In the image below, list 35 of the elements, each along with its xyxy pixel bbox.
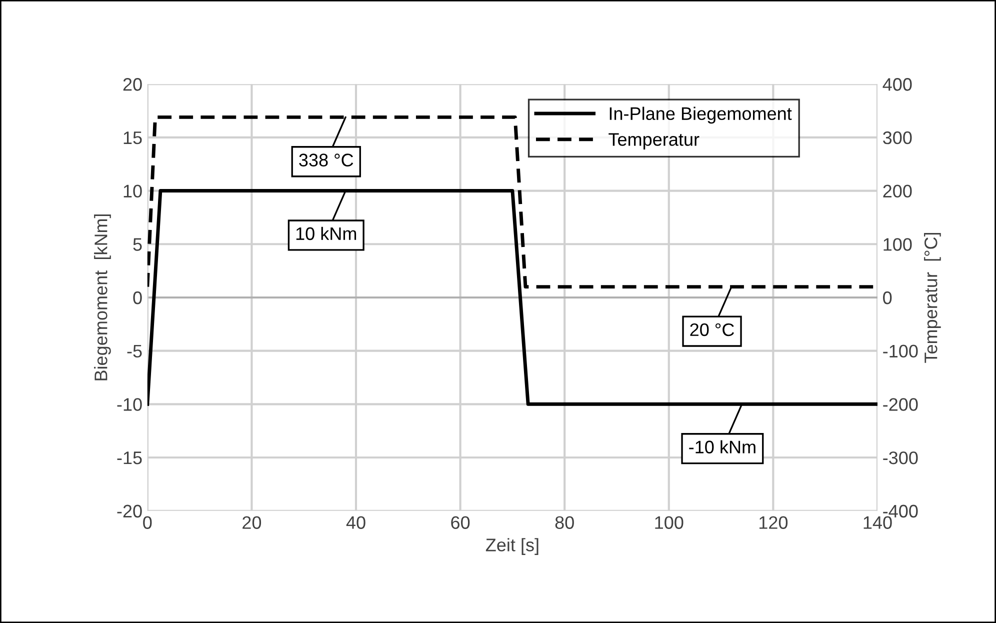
annotation: 338 °C [299,154,354,166]
x-tick-label: 0 [143,516,152,529]
annotation: 20 °C [690,323,734,336]
x-tick-label: 140 [864,516,892,529]
x-axis-title: Zeit [s] [486,538,538,555]
y2-tick-label: -400 [883,504,918,518]
y2-tick-label: 100 [884,238,912,251]
y-tick-label: 5 [133,238,142,251]
y-tick-label: -20 [117,504,142,518]
y2-tick-label: -100 [883,344,918,358]
y2-tick-label: 400 [882,78,912,91]
x-tick-label: 100 [655,516,684,529]
y2-axis-title: Temperatur [°C] [924,232,941,363]
y2-tick-label: 300 [883,131,912,144]
y2-tick-label: 200 [883,184,912,198]
x-tick-label: 20 [242,516,262,529]
legend-label: Temperatur [608,133,700,150]
y-tick-label: 15 [124,132,142,144]
x-tick-label: 120 [759,516,788,529]
annotation: 10 kNm [296,226,356,240]
annotation: -10 kNm [689,440,756,454]
y-tick-label: -15 [117,452,142,464]
x-tick-label: 80 [555,516,574,529]
x-tick-label: 60 [451,516,470,529]
legend-label: In-Plane Biegemoment [610,106,792,124]
y-axis-title: Biegemoment [kNm] [94,214,111,380]
y2-tick-label: -200 [883,398,918,411]
x-tick-label: 40 [346,516,366,529]
y-tick-label: 0 [133,291,142,304]
y-tick-label: -5 [127,344,142,358]
y-tick-label: -10 [117,398,142,411]
y2-tick-label: 0 [883,291,892,304]
y2-tick-label: -300 [883,451,918,464]
y-tick-label: 20 [123,78,142,91]
y-tick-label: 10 [124,184,142,198]
